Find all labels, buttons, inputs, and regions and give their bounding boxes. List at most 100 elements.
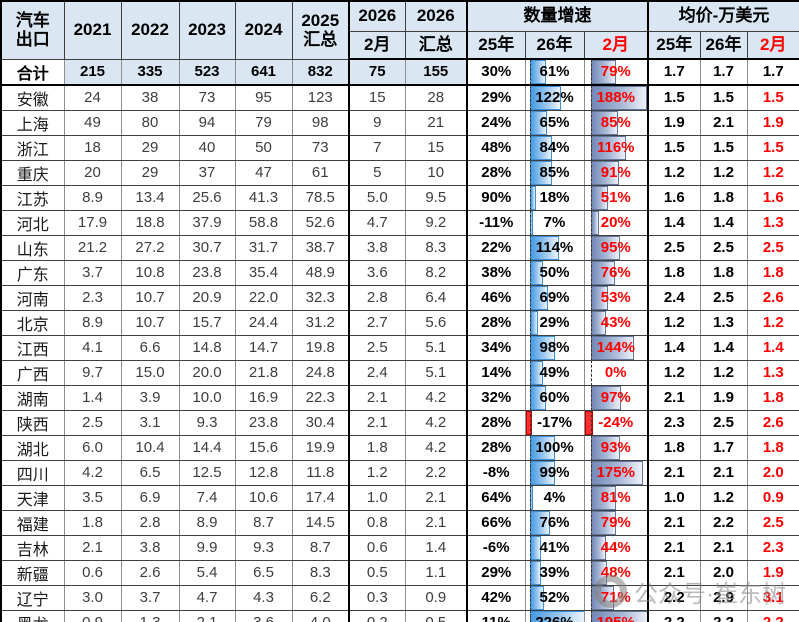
volume-cell: 73: [291, 134, 350, 161]
price-cell: 2.3: [647, 409, 701, 436]
growth-cell: 20%: [583, 209, 649, 236]
volume-cell: 123: [291, 84, 350, 111]
price-cell: 2.1: [647, 559, 701, 586]
volume-cell: 1.8: [348, 434, 406, 461]
volume-cell: 1.0: [348, 484, 406, 511]
growth-cell: 39%: [524, 559, 585, 586]
growth-cell: 116%: [583, 134, 649, 161]
volume-cell: 47: [234, 159, 293, 186]
growth-cell: 32%: [466, 384, 526, 411]
volume-cell: 30.4: [291, 409, 350, 436]
price-cell: 2.2: [746, 609, 799, 622]
growth-cell: 14%: [466, 359, 526, 386]
volume-cell: 18.8: [120, 209, 180, 236]
growth-cell: 38%: [466, 259, 526, 286]
price-cell: 2.1: [647, 509, 701, 536]
volume-cell: 21: [404, 109, 468, 136]
row-label: 湖南: [0, 384, 65, 411]
volume-cell: 21.8: [234, 359, 293, 386]
volume-cell: 5.6: [404, 309, 468, 336]
volume-cell: 30.7: [178, 234, 236, 261]
growth-cell: 53%: [583, 284, 649, 311]
price-cell: 1.9: [746, 109, 799, 136]
volume-cell: 0.9: [404, 584, 468, 611]
header-2026-feb: 2月: [348, 30, 406, 60]
volume-cell: 35.4: [234, 259, 293, 286]
volume-cell: 0.6: [63, 559, 122, 586]
table-row: 重庆 20 29 37 47 61 5 10 28% 85% 91% 1.2 1.2 1.2: [0, 159, 799, 186]
volume-cell: 8.7: [291, 534, 350, 561]
table-row: 湖南 1.4 3.9 10.0 16.9 22.3 2.1 4.2 32% 60% 97% 2.1 1.…: [0, 384, 799, 411]
header-growth-25: 25年: [466, 30, 526, 60]
price-cell: 2.1: [647, 459, 701, 486]
volume-cell: 14.8: [178, 334, 236, 361]
volume-cell: 79: [234, 109, 293, 136]
volume-cell: 28: [404, 84, 468, 111]
volume-cell: 20.9: [178, 284, 236, 311]
price-cell: 1.2: [699, 484, 748, 511]
price-cell: 2.3: [746, 534, 799, 561]
volume-cell: 3.6: [348, 259, 406, 286]
volume-cell: 4.3: [234, 584, 293, 611]
volume-cell: 2.7: [348, 309, 406, 336]
volume-cell: 0.5: [404, 609, 468, 622]
row-label: 浙江: [0, 134, 65, 161]
row-label: 辽宁: [0, 584, 65, 611]
price-cell: 1.3: [699, 309, 748, 336]
growth-cell: 34%: [466, 334, 526, 361]
growth-cell: 71%: [583, 584, 649, 611]
growth-cell: 97%: [583, 384, 649, 411]
growth-cell: 84%: [524, 134, 585, 161]
header-price-group: 均价-万美元: [647, 0, 799, 32]
volume-cell: 10.7: [120, 284, 180, 311]
volume-cell: 29: [120, 134, 180, 161]
price-cell: 2.5: [699, 234, 748, 261]
header-2022: 2022: [120, 0, 180, 60]
growth-cell: 90%: [466, 184, 526, 211]
row-label: 陕西: [0, 409, 65, 436]
price-cell: 1.7: [699, 58, 748, 86]
volume-cell: 6.5: [120, 459, 180, 486]
table-row: 广西 9.7 15.0 20.0 21.8 24.8 2.4 5.1 14% 49% 0% 1.2 1.…: [0, 359, 799, 386]
price-cell: 1.8: [746, 384, 799, 411]
volume-cell: 4.0: [291, 609, 350, 622]
volume-cell: 10.6: [234, 484, 293, 511]
growth-cell: 98%: [524, 334, 585, 361]
volume-cell: 17.9: [63, 209, 122, 236]
volume-cell: 1.8: [63, 509, 122, 536]
volume-cell: 27.2: [120, 234, 180, 261]
price-cell: 2.6: [746, 284, 799, 311]
volume-cell: 0.3: [348, 584, 406, 611]
volume-cell: 37.9: [178, 209, 236, 236]
volume-cell: 3.6: [234, 609, 293, 622]
row-label: 吉林: [0, 534, 65, 561]
growth-cell: 22%: [466, 234, 526, 261]
volume-cell: 6.2: [291, 584, 350, 611]
volume-cell: 1.2: [348, 459, 406, 486]
price-cell: 1.3: [746, 209, 799, 236]
volume-cell: 523: [178, 58, 236, 86]
volume-cell: 0.2: [348, 609, 406, 622]
growth-cell: 144%: [583, 334, 649, 361]
volume-cell: 58.8: [234, 209, 293, 236]
row-label: 黑龙: [0, 609, 65, 622]
volume-cell: 15.6: [234, 434, 293, 461]
growth-cell: 51%: [583, 184, 649, 211]
table-row: 新疆 0.6 2.6 5.4 6.5 8.3 0.5 1.1 29% 39% 48% 2.1 2.0 1.…: [0, 559, 799, 586]
price-cell: 1.2: [647, 359, 701, 386]
volume-cell: 6.5: [234, 559, 293, 586]
volume-cell: 4.2: [404, 409, 468, 436]
price-cell: 1.8: [647, 259, 701, 286]
volume-cell: 37: [178, 159, 236, 186]
volume-cell: 1.4: [63, 384, 122, 411]
table-row: 合计 215 335 523 641 832 75 155 30% 61% 79% 1.7 1.7 1.7: [0, 58, 799, 86]
volume-cell: 19.8: [291, 334, 350, 361]
volume-cell: 12.5: [178, 459, 236, 486]
volume-cell: 2.1: [348, 384, 406, 411]
volume-cell: 6.0: [63, 434, 122, 461]
row-label: 福建: [0, 509, 65, 536]
row-label: 广西: [0, 359, 65, 386]
volume-cell: 2.1: [404, 509, 468, 536]
row-label: 江苏: [0, 184, 65, 211]
table-header: 汽车 出口 2021 2022 2023 2024 2025 汇总 2026 2…: [0, 0, 799, 60]
